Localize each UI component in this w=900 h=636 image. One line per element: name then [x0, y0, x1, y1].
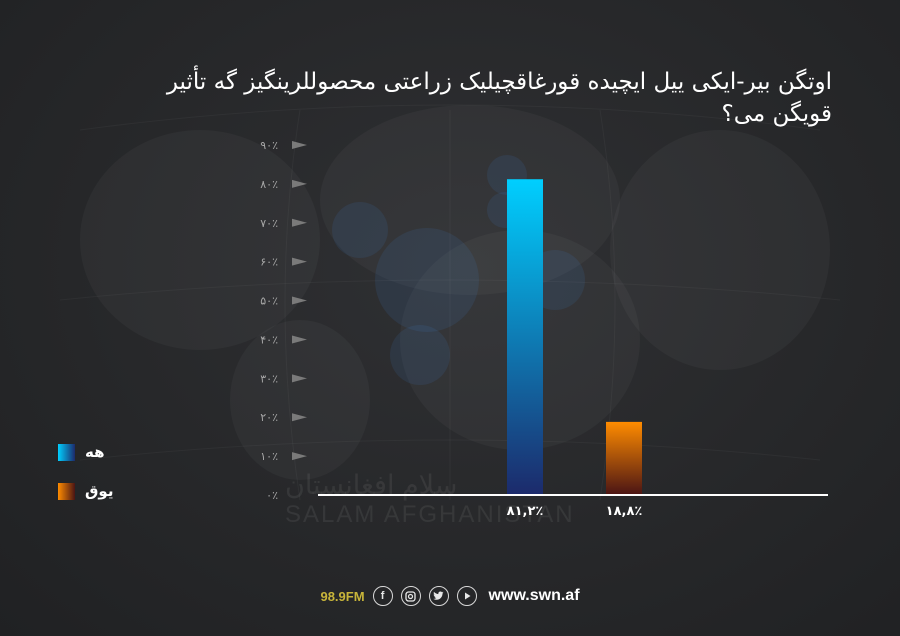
y-tick-label: ۶۰٪: [260, 256, 278, 269]
twitter-icon[interactable]: [428, 586, 449, 606]
y-tick-marker: [292, 141, 307, 149]
radio-frequency: 98.9FM: [320, 588, 365, 604]
legend-swatch-no: [58, 482, 75, 500]
bar-1: [606, 421, 642, 495]
y-tick-label: ۳۰٪: [260, 372, 278, 385]
y-tick-marker: [292, 335, 307, 344]
y-tick-label: ۰٪: [266, 489, 278, 502]
y-tick-marker: [292, 218, 307, 227]
y-tick-marker: [292, 179, 307, 188]
youtube-icon[interactable]: [456, 586, 477, 606]
y-tick-marker: [292, 413, 307, 422]
bar-0: [507, 179, 543, 495]
y-tick-marker: [292, 452, 307, 461]
y-tick-label: ۹۰٪: [260, 139, 278, 152]
website-link[interactable]: www.swn.af: [488, 587, 580, 604]
watermark-text-latin: SALAM AFGHANISTAN: [285, 501, 575, 528]
bars: [507, 179, 642, 495]
bar-value-label: ۱۸,۸٪: [606, 504, 643, 519]
y-tick-marker: [292, 257, 307, 266]
legend-item-no: یوق: [58, 482, 113, 500]
instagram-icon[interactable]: [400, 586, 421, 606]
y-tick-label: ۴۰٪: [260, 333, 278, 346]
y-tick-label: ۸۰٪: [260, 178, 278, 191]
legend-label-yes: هه: [85, 443, 105, 461]
facebook-icon[interactable]: f: [372, 586, 393, 606]
y-tick-marker: [292, 296, 307, 305]
y-tick-label: ۱۰٪: [260, 450, 278, 463]
y-tick-marker: [292, 374, 307, 383]
footer: 98.9FM f www.swn.af: [0, 586, 900, 606]
y-tick-label: ۷۰٪: [260, 217, 278, 230]
legend-item-yes: هه: [58, 443, 105, 461]
value-labels: ۸۱,۲٪ ۱۸,۸٪: [507, 504, 643, 519]
legend-label-no: یوق: [85, 482, 114, 500]
y-tick-label: ۵۰٪: [260, 295, 278, 308]
legend-swatch-yes: [58, 443, 75, 461]
y-tick-label: ۲۰٪: [260, 411, 278, 424]
bar-value-label: ۸۱,۲٪: [507, 504, 544, 519]
y-axis: ۰٪ ۱۰٪ ۲۰٪ ۳۰٪ ۴۰٪ ۵۰٪ ۶۰٪ ۷۰٪ ۸۰٪ ۹۰٪: [260, 139, 307, 502]
chart-title: اوتگن بیر-ایکی ییل ایچیده قورغاقچیلیک زر…: [166, 69, 832, 127]
